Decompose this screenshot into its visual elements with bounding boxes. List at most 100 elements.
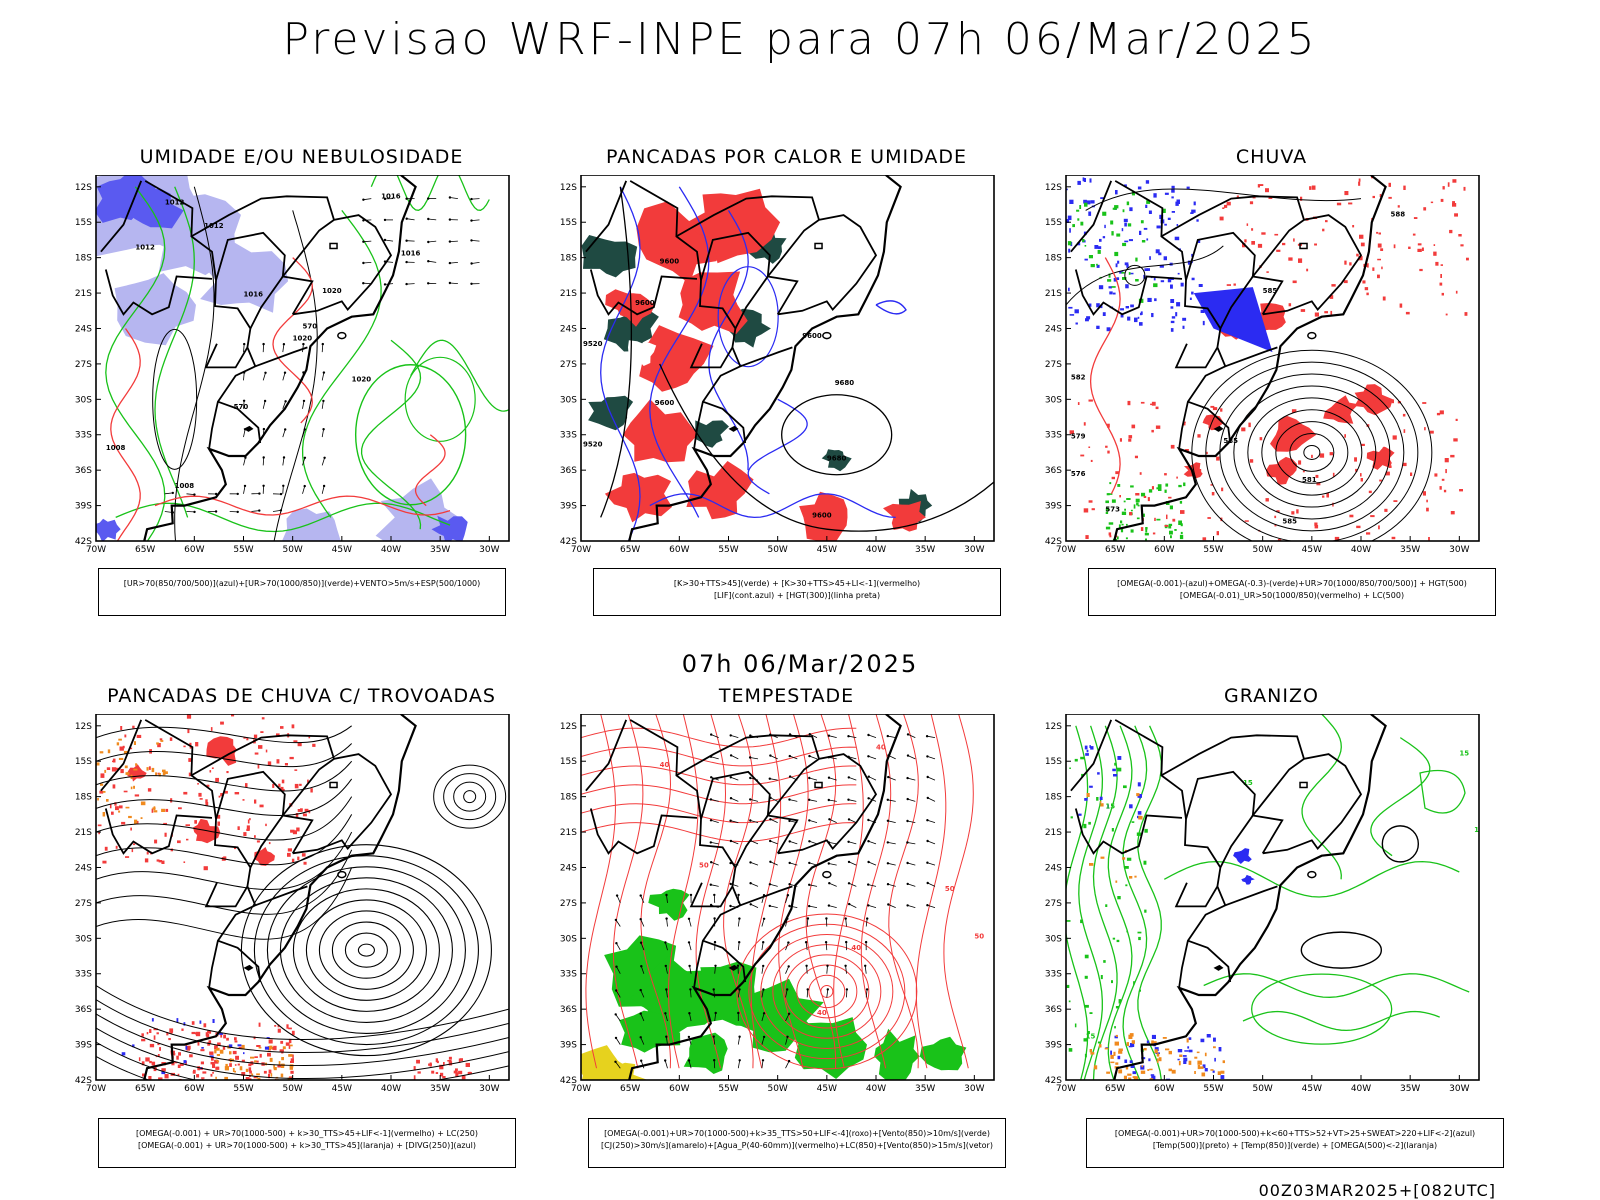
wind-vector (787, 941, 790, 944)
height-contour (1261, 409, 1363, 496)
lake (1299, 781, 1308, 789)
wind-vector (762, 1012, 766, 1015)
storm-area-red (248, 1063, 252, 1067)
lif-contour (875, 300, 907, 315)
lake (1213, 425, 1224, 432)
wind-vector (828, 863, 837, 866)
rain-area-red (1377, 452, 1382, 455)
wind-vector (687, 1059, 691, 1062)
omega-area-blue (1167, 217, 1171, 220)
wind-vector (827, 862, 830, 865)
wind-vector (279, 492, 283, 496)
heat-area-red (636, 201, 727, 284)
wind-vector (303, 456, 307, 459)
storm-area-red (292, 830, 297, 835)
heat-area-red (799, 491, 848, 541)
map-panel-granizo: 151515101512S15S18S21S24S27S30S33S36S39S… (1045, 714, 1480, 1094)
storm-area-red (258, 1022, 261, 1027)
lon-tick-label: 55W (233, 545, 253, 555)
contour-label: 588 (1391, 210, 1406, 218)
rain-area-red (1185, 449, 1189, 452)
country-border (739, 346, 793, 368)
storm-area-orange (278, 1061, 281, 1066)
wind-vector (243, 372, 245, 381)
country-border (675, 734, 820, 777)
rain-area-red (1314, 312, 1319, 317)
wind-vector (788, 840, 791, 843)
omega-area-orange (1152, 1041, 1157, 1044)
wind-vector (926, 839, 929, 843)
legend-box: [K>30+TTS>45](verde) + [K>30+TTS>45+LI<-… (593, 568, 1001, 616)
omega-area-blue (1084, 258, 1088, 261)
storm-area-red (448, 1056, 452, 1060)
storm-area-red (297, 742, 302, 747)
country-border (1070, 719, 1113, 792)
omega-area-orange (1118, 1069, 1123, 1074)
storm-area-red (145, 1057, 150, 1062)
hail-area-blue (1151, 1075, 1156, 1080)
omega-area-green (1145, 528, 1148, 533)
wind-vector (282, 457, 285, 466)
wind-vector (808, 776, 811, 780)
rain-area-red (1236, 195, 1239, 198)
storm-area-red (276, 733, 280, 737)
hail-area-blue (1130, 1043, 1135, 1047)
storm-area-red (98, 832, 100, 835)
wind-vector (907, 820, 916, 823)
wind-vector (906, 733, 910, 736)
storm-area-red (189, 1054, 193, 1058)
storm-area-red (205, 802, 209, 806)
country-border (1187, 939, 1232, 983)
rain-area-red (1083, 422, 1086, 426)
hail-area-blue (1218, 1047, 1222, 1052)
hail-area-blue (1151, 1034, 1156, 1039)
rain-area-red (1354, 384, 1393, 416)
rain-area-red (1408, 246, 1411, 249)
wind-vector (788, 754, 791, 758)
omega-area-orange (1197, 1060, 1202, 1065)
omega-area-blue (1164, 192, 1169, 195)
omega-area-orange (1100, 856, 1105, 859)
temp850-contour (1251, 973, 1393, 1045)
wind-vector (888, 776, 896, 781)
rain-area-red (1455, 290, 1458, 294)
wind-vector (750, 757, 759, 760)
hail-area-blue (1204, 1068, 1208, 1072)
temp850-contour (1078, 725, 1104, 1080)
lon-tick-label: 30W (1449, 545, 1469, 555)
wind-vector (809, 884, 818, 887)
omega-area-green (1174, 529, 1177, 531)
storm-area-orange (241, 1044, 245, 1050)
rain-area-red (1402, 413, 1406, 417)
wind-vector (827, 904, 831, 907)
wind-vector (927, 735, 936, 738)
wind-vector (785, 1036, 788, 1045)
height-contour (1085, 188, 1362, 211)
storm-area-red (294, 783, 299, 789)
storm-area-orange (133, 741, 136, 745)
rain-area-red (1322, 495, 1325, 498)
wind-vector (665, 1013, 668, 1022)
storm-area-red (287, 848, 292, 852)
rain-area-red (1128, 438, 1132, 442)
storm-area-red (156, 859, 160, 862)
omega-area-green (1123, 500, 1126, 503)
omega-area-green (1121, 511, 1127, 515)
rain-area-red (1150, 403, 1153, 406)
country-border (1174, 343, 1219, 369)
wind-vector (470, 197, 473, 201)
country-border (144, 180, 257, 450)
wind-vector (786, 1035, 789, 1038)
rain-area-red (1334, 536, 1340, 541)
lc-contour (1089, 257, 1121, 495)
lat-tick-label: 12S (560, 722, 577, 732)
wind-vector (714, 964, 717, 967)
omega-area-green (1127, 223, 1132, 227)
wind-vector (640, 1013, 645, 1022)
storm-area-red (132, 725, 135, 729)
temp850-contour (1242, 1010, 1440, 1032)
omega-area-green (1180, 523, 1183, 527)
temp850-contour (1163, 860, 1460, 898)
rain-area-red (1370, 515, 1375, 518)
